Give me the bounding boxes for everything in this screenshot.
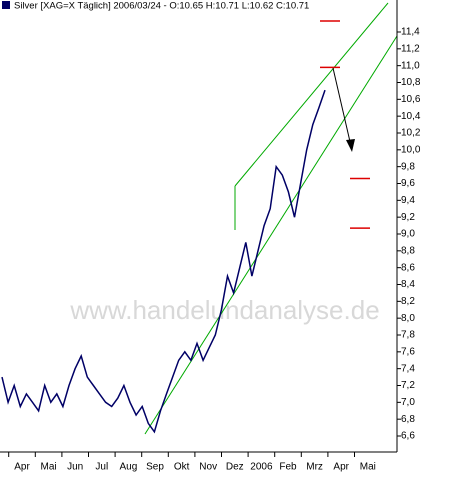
y-tick-label: 10,4 [401,111,421,122]
arrow-head [346,139,355,152]
y-tick-label: 11,2 [401,43,420,54]
y-tick-label: 6,8 [401,414,415,425]
y-tick-label: 7,6 [401,346,415,357]
legend-title: Silver [XAG=X Täglich] 2006/03/24 - O:10… [14,1,309,12]
x-tick-label: Jun [67,462,83,473]
y-tick-label: 11,0 [401,60,420,71]
y-tick-label: 10,6 [401,94,421,105]
price-line [1,89,326,434]
trend-channel-lower [144,35,398,435]
y-tick-label: 9,8 [401,161,415,172]
y-tick-label: 11,4 [401,27,420,38]
y-tick-label: 6,6 [401,431,415,442]
y-tick-label: 8,6 [401,262,415,273]
y-tick-label: 9,2 [401,212,415,223]
x-tick-label: Apr [14,462,30,473]
x-tick-label: Mrz [306,462,323,473]
x-tick-label: Sep [146,462,164,473]
legend-swatch [2,1,10,9]
y-tick-label: 9,0 [401,229,415,240]
trend-channel-upper [234,2,389,187]
arrow [332,67,352,147]
y-tick-label: 8,0 [401,313,415,324]
x-tick-label: Mai [41,462,57,473]
x-tick-label: Jul [95,462,108,473]
y-tick-label: 9,6 [401,178,415,189]
y-tick-label: 8,8 [401,245,415,256]
x-tick-label: Nov [199,462,217,473]
x-tick-label: Apr [333,462,349,473]
y-tick-label: 10,0 [401,144,421,155]
y-tick-label: 7,8 [401,330,415,341]
x-tick-label: Feb [279,462,297,473]
watermark: www.handelundanalyse.de [69,295,379,325]
y-tick-label: 7,2 [401,380,415,391]
x-tick-label: Dez [226,462,244,473]
x-tick-label: Okt [174,462,190,473]
y-tick-label: 10,8 [401,77,421,88]
y-tick-label: 10,2 [401,128,421,139]
y-tick-label: 7,0 [401,397,415,408]
y-tick-label: 9,4 [401,195,415,206]
x-tick-label: Aug [120,462,138,473]
y-tick-label: 8,2 [401,296,415,307]
x-tick-label: Mai [360,462,376,473]
y-tick-label: 8,4 [401,279,415,290]
y-tick-label: 7,4 [401,363,415,374]
x-tick-label: 2006 [250,462,273,473]
